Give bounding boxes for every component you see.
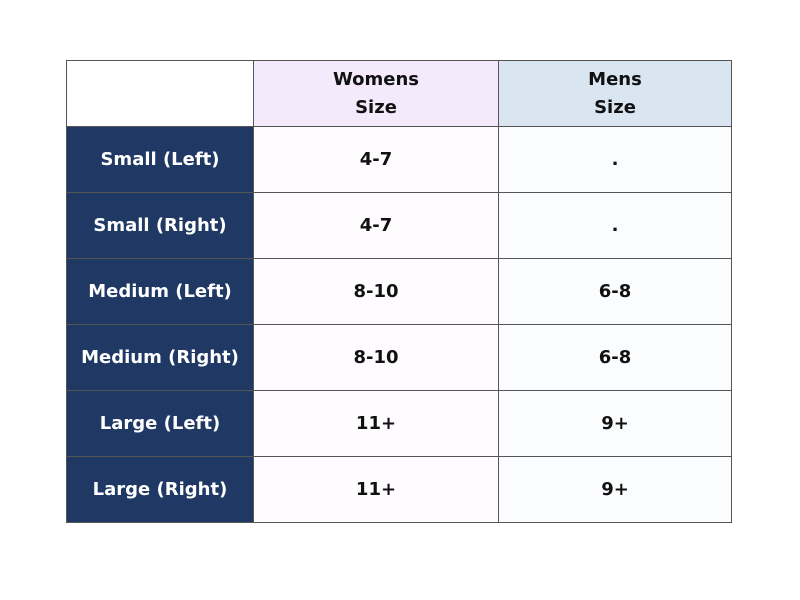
mens-size: 6-8	[498, 258, 732, 325]
corner-cell	[66, 60, 254, 127]
header-cell: Womens Size	[253, 60, 499, 127]
mens-size: 9+	[498, 456, 732, 523]
row-label: Medium (Left)	[66, 258, 254, 325]
header-row: Womens Size Mens Size	[66, 60, 732, 127]
womens-size: 11+	[253, 390, 499, 457]
table-row: Small (Right) 4-7.	[66, 192, 732, 259]
womens-size: 11+	[253, 456, 499, 523]
row-label: Small (Right)	[66, 192, 254, 259]
mens-size: .	[498, 126, 732, 193]
table-row: Small (Left) 4-7.	[66, 126, 732, 193]
mens-size: 9+	[498, 390, 732, 457]
womens-size: 4-7	[253, 126, 499, 193]
header-line: Womens	[332, 68, 420, 90]
table-row: Large (Left) 11+ 9+	[66, 390, 732, 457]
table-body: Womens Size Mens Size Small (Left) 4-7. Small …	[66, 60, 732, 523]
header-line: Size	[594, 96, 636, 118]
row-label: Small (Left)	[66, 126, 254, 193]
womens-size: 8-10	[253, 258, 499, 325]
mens-size: .	[498, 192, 732, 259]
row-label: Large (Left)	[66, 390, 254, 457]
mens-size: 6-8	[498, 324, 732, 391]
header-line: Mens	[588, 68, 642, 90]
header-line: Size	[355, 96, 397, 118]
size-table: Womens Size Mens Size Small (Left) 4-7. Small …	[66, 60, 732, 523]
header-cell: Mens Size	[498, 60, 732, 127]
table-row: Medium (Right) 8-10 6-8	[66, 324, 732, 391]
womens-size: 8-10	[253, 324, 499, 391]
womens-size: 4-7	[253, 192, 499, 259]
row-label: Large (Right)	[66, 456, 254, 523]
row-label: Medium (Right)	[66, 324, 254, 391]
table-row: Large (Right) 11+ 9+	[66, 456, 732, 523]
table-row: Medium (Left) 8-10 6-8	[66, 258, 732, 325]
